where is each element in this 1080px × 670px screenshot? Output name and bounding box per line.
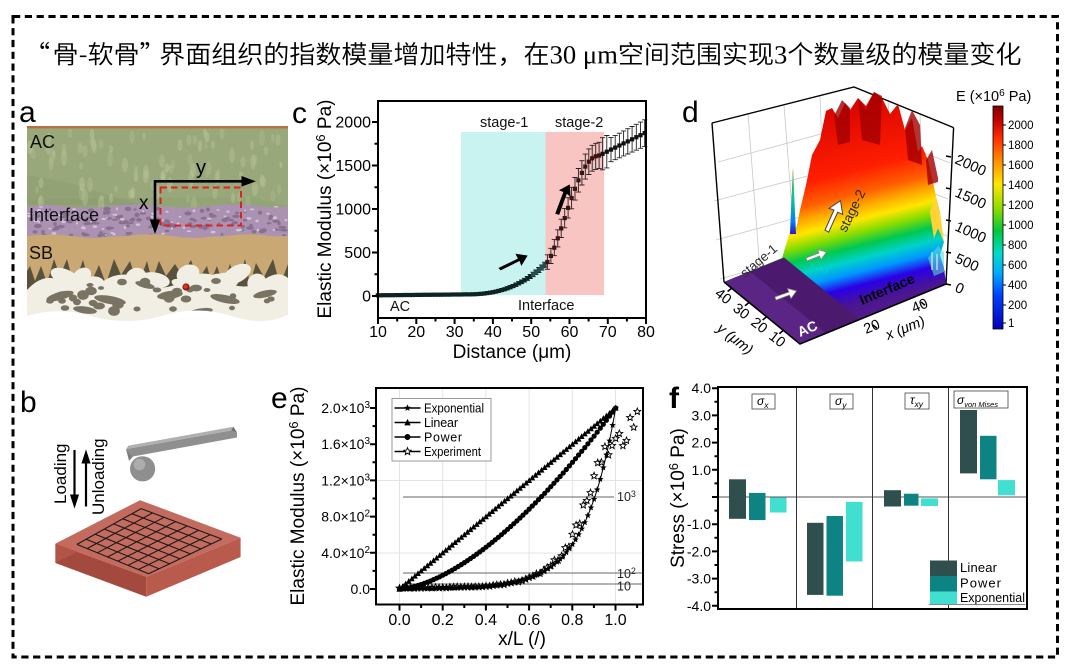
svg-text:Linear: Linear	[424, 416, 458, 430]
svg-text:AC: AC	[795, 317, 820, 340]
svg-text:Elastic Modulus (×106 Pa): Elastic Modulus (×106 Pa)	[286, 387, 309, 606]
svg-text:stage-2: stage-2	[555, 115, 603, 131]
svg-text:60: 60	[561, 324, 579, 341]
svg-text:Exponential: Exponential	[960, 590, 1025, 605]
svg-text:40: 40	[910, 296, 931, 317]
svg-text:80: 80	[637, 324, 655, 341]
svg-text:1500: 1500	[952, 185, 988, 213]
svg-text:500: 500	[344, 245, 371, 262]
svg-text:1800: 1800	[1008, 140, 1034, 152]
svg-text:-4.0: -4.0	[687, 598, 711, 614]
svg-text:4.0: 4.0	[692, 380, 712, 396]
svg-text:800: 800	[1008, 240, 1027, 252]
svg-text:0.8: 0.8	[561, 612, 583, 629]
svg-text:20: 20	[407, 324, 425, 341]
svg-text:20: 20	[862, 317, 883, 338]
svg-text:0.4: 0.4	[475, 612, 497, 629]
svg-text:2000: 2000	[335, 115, 371, 132]
svg-text:500: 500	[952, 251, 981, 275]
svg-text:2000: 2000	[1008, 120, 1034, 132]
svg-text:10: 10	[617, 580, 631, 594]
svg-text:Experiment: Experiment	[424, 445, 481, 459]
svg-text:1.2×103: 1.2×103	[321, 472, 370, 488]
svg-text:f: f	[669, 382, 680, 415]
svg-text:x/L (/): x/L (/)	[498, 629, 546, 650]
svg-text:Loading: Loading	[51, 443, 70, 504]
svg-text:x: x	[139, 193, 149, 214]
svg-text:Power: Power	[424, 431, 462, 445]
svg-text:0.0: 0.0	[388, 612, 410, 629]
svg-text:30: 30	[730, 301, 753, 324]
svg-text:1000: 1000	[335, 202, 371, 219]
svg-text:1.0: 1.0	[692, 462, 712, 478]
svg-text:2000: 2000	[952, 152, 988, 180]
svg-text:Linear: Linear	[960, 560, 998, 575]
svg-text:E (×106 Pa): E (×106 Pa)	[956, 88, 1031, 105]
svg-text:0.6: 0.6	[518, 612, 540, 629]
svg-text:Exponential: Exponential	[424, 402, 484, 416]
svg-text:4.0×102: 4.0×102	[321, 545, 370, 561]
svg-text:0.0: 0.0	[351, 581, 371, 597]
svg-text:-3.0: -3.0	[687, 571, 711, 587]
svg-text:a: a	[19, 96, 36, 129]
svg-text:AC: AC	[30, 132, 55, 152]
svg-text:20: 20	[748, 315, 771, 338]
svg-text:Unloading: Unloading	[89, 438, 108, 515]
svg-text:Power: Power	[960, 576, 1002, 591]
svg-text:400: 400	[1008, 280, 1027, 292]
svg-text:10: 10	[766, 329, 789, 352]
svg-text:3.0: 3.0	[692, 407, 712, 423]
svg-text:1000: 1000	[1008, 220, 1034, 232]
svg-text:SB: SB	[29, 243, 53, 263]
svg-text:b: b	[20, 386, 37, 419]
svg-text:e: e	[271, 382, 288, 415]
svg-text:1500: 1500	[335, 158, 371, 175]
svg-text:1: 1	[1008, 318, 1014, 330]
svg-text:d: d	[682, 96, 699, 129]
svg-text:Stress (×106 Pa): Stress (×106 Pa)	[666, 428, 689, 568]
svg-text:200: 200	[1008, 300, 1027, 312]
svg-text:1.0: 1.0	[604, 612, 626, 629]
svg-text:Distance (μm): Distance (μm)	[453, 342, 572, 363]
svg-text:1.6×103: 1.6×103	[321, 436, 370, 452]
svg-text:40: 40	[484, 324, 502, 341]
svg-text:Interface: Interface	[29, 205, 99, 225]
svg-text:1000: 1000	[952, 219, 988, 247]
svg-text:c: c	[292, 97, 307, 130]
svg-text:50: 50	[522, 324, 540, 341]
svg-text:0: 0	[952, 280, 966, 298]
svg-text:10: 10	[369, 324, 387, 341]
svg-text:-2.0: -2.0	[687, 543, 711, 559]
svg-text:2.0×103: 2.0×103	[321, 400, 370, 416]
svg-text:-1.0: -1.0	[687, 516, 711, 532]
svg-text:2.0: 2.0	[692, 435, 712, 451]
svg-text:0.2: 0.2	[432, 612, 454, 629]
svg-text:8.0×102: 8.0×102	[321, 509, 370, 525]
svg-text:1400: 1400	[1008, 180, 1034, 192]
svg-text:103: 103	[617, 489, 636, 504]
svg-text:y: y	[196, 157, 206, 179]
svg-text:70: 70	[599, 324, 617, 341]
svg-text:Interface: Interface	[518, 298, 574, 314]
svg-text:1200: 1200	[1008, 200, 1034, 212]
svg-text:AC: AC	[390, 299, 410, 315]
svg-text:0: 0	[362, 289, 371, 306]
svg-text:1600: 1600	[1008, 160, 1034, 172]
svg-text:x (μm): x (μm)	[883, 314, 928, 345]
svg-text:30: 30	[446, 324, 464, 341]
svg-text:Elastic Modulus (×106 Pa): Elastic Modulus (×106 Pa)	[313, 100, 336, 319]
svg-text:600: 600	[1008, 260, 1027, 272]
svg-text:40: 40	[712, 286, 735, 309]
svg-text:stage-1: stage-1	[480, 115, 528, 131]
